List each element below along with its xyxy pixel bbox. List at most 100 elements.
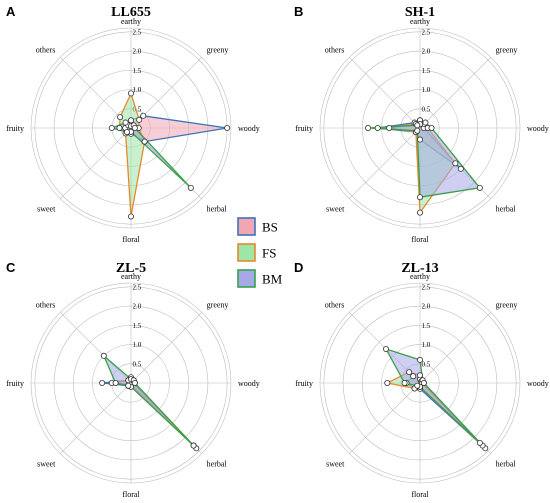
- series-area-bm: [384, 347, 481, 444]
- legend-swatch-bs: [237, 217, 256, 236]
- axis-label-greeny: greeny: [207, 300, 229, 309]
- data-point-bm-woody: [428, 125, 435, 132]
- data-point-fs-others: [406, 369, 413, 376]
- legend-label-fs: FS: [262, 246, 276, 261]
- axis-label-fruity: fruity: [6, 379, 24, 388]
- data-point-bm-floral: [416, 194, 423, 201]
- axis-label-herbal: herbal: [207, 460, 228, 469]
- grid-spoke: [419, 312, 491, 384]
- axis-label-woody: woody: [527, 124, 549, 133]
- data-point-bm-fruity: [365, 125, 372, 132]
- axis-label-herbal: herbal: [496, 460, 517, 469]
- data-point-bm-others: [122, 119, 129, 126]
- data-point-fs-fruity: [116, 125, 123, 132]
- tick-label: 2.5: [422, 28, 431, 36]
- grid-spoke: [349, 57, 421, 129]
- data-point-bm-fruity: [401, 379, 408, 386]
- grid-spoke: [419, 57, 491, 129]
- panel-title: ZL-5: [116, 261, 146, 276]
- data-point-bm-herbal: [476, 439, 483, 446]
- data-point-fs-others: [117, 114, 124, 121]
- axis-label-fruity: fruity: [295, 379, 313, 388]
- axis-label-earthy: earthy: [410, 17, 430, 26]
- axis-label-greeny: greeny: [496, 300, 518, 309]
- tick-label: 1.5: [133, 67, 142, 75]
- data-point-bm-fruity: [108, 125, 115, 132]
- axis-label-others: others: [325, 300, 345, 309]
- panel-letter: D: [294, 260, 303, 275]
- axis-label-greeny: greeny: [207, 45, 229, 54]
- panel-letter: A: [6, 4, 16, 19]
- data-point-fs-floral: [416, 209, 423, 216]
- data-point-bm-others: [414, 122, 421, 129]
- data-point-fs-fruity: [386, 125, 393, 132]
- panel-letter: C: [6, 260, 16, 275]
- data-point-fs-floral: [127, 213, 134, 220]
- axis-label-floral: floral: [122, 235, 140, 244]
- axis-label-earthy: earthy: [121, 272, 141, 281]
- data-point-bm-herbal: [476, 184, 483, 191]
- panel-title: LL655: [111, 5, 151, 20]
- grid-spoke: [60, 382, 132, 454]
- tick-label: 1.5: [133, 322, 142, 330]
- data-point-fs-earthy: [416, 372, 423, 379]
- data-point-bs-fruity: [99, 379, 106, 386]
- tick-label: 0.5: [133, 105, 142, 113]
- data-point-bm-others: [383, 346, 390, 353]
- tick-label: 2.5: [133, 283, 142, 291]
- data-point-bm-sweet: [123, 129, 130, 136]
- data-point-bm-fruity: [112, 379, 119, 386]
- axis-label-earthy: earthy: [410, 272, 430, 281]
- legend-swatch-fs: [237, 243, 256, 262]
- data-point-bs-herbal: [457, 165, 464, 172]
- axis-label-woody: woody: [238, 379, 260, 388]
- data-point-bs-others: [410, 373, 417, 380]
- data-point-bm-greeny: [422, 119, 429, 126]
- axis-label-greeny: greeny: [496, 45, 518, 54]
- data-point-bm-sweet: [125, 382, 132, 389]
- axis-label-woody: woody: [527, 379, 549, 388]
- axis-label-floral: floral: [411, 235, 429, 244]
- axis-label-others: others: [36, 45, 56, 54]
- axis-label-fruity: fruity: [295, 124, 313, 133]
- data-point-bs-earthy: [127, 117, 134, 124]
- series-area-bm: [103, 355, 195, 447]
- tick-label: 2.5: [422, 283, 431, 291]
- axis-label-sweet: sweet: [37, 460, 56, 469]
- tick-label: 2.0: [422, 303, 431, 311]
- data-point-bm-sweet: [414, 382, 421, 389]
- data-point-bm-woody: [131, 379, 138, 386]
- axis-label-herbal: herbal: [207, 205, 228, 214]
- legend: BS FS BM: [237, 217, 283, 288]
- data-point-bm-others: [100, 352, 107, 359]
- tick-label: 1.0: [133, 86, 142, 94]
- tick-label: 2.0: [133, 48, 142, 56]
- panel-title: ZL-13: [401, 261, 438, 276]
- tick-label: 1.0: [422, 86, 431, 94]
- legend-label-bm: BM: [262, 272, 283, 287]
- data-point-bs-fruity: [374, 125, 381, 132]
- legend-swatch-bm: [237, 269, 256, 288]
- axis-label-floral: floral: [122, 490, 140, 499]
- tick-label: 0.5: [422, 105, 431, 113]
- tick-label: 1.5: [422, 67, 431, 75]
- tick-label: 2.5: [133, 28, 142, 36]
- data-point-bm-herbal: [190, 442, 197, 449]
- tick-label: 0.5: [422, 360, 431, 368]
- axis-label-fruity: fruity: [6, 124, 24, 133]
- axis-label-sweet: sweet: [326, 205, 345, 214]
- data-point-bs-greeny: [140, 112, 147, 119]
- axis-label-others: others: [36, 300, 56, 309]
- grid-spoke: [349, 127, 421, 199]
- axis-label-sweet: sweet: [326, 460, 345, 469]
- tick-label: 1.0: [422, 341, 431, 349]
- tick-label: 0.5: [133, 360, 142, 368]
- tick-label: 1.0: [133, 341, 142, 349]
- data-point-fs-herbal: [141, 138, 148, 145]
- data-point-bm-earthy: [416, 356, 423, 363]
- data-point-fs-greeny: [136, 116, 143, 123]
- series-area-bm: [368, 121, 482, 198]
